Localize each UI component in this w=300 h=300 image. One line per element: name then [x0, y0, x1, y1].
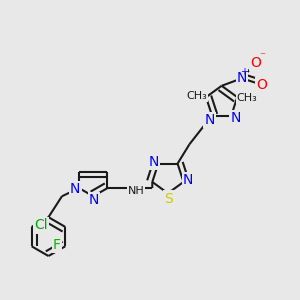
Text: CH₃: CH₃ — [237, 93, 257, 103]
Text: +: + — [241, 67, 248, 77]
Text: N: N — [148, 155, 159, 169]
Text: ⁻: ⁻ — [259, 52, 265, 62]
Text: N: N — [204, 113, 214, 127]
Text: NH: NH — [128, 186, 144, 196]
Text: F: F — [53, 238, 61, 252]
Text: CH₃: CH₃ — [186, 91, 207, 101]
Text: O: O — [250, 56, 261, 70]
Text: O: O — [256, 78, 267, 92]
Text: N: N — [89, 194, 99, 208]
Text: N: N — [70, 182, 80, 196]
Text: Cl: Cl — [34, 218, 47, 233]
Text: N: N — [237, 71, 247, 85]
Text: N: N — [230, 112, 241, 125]
Text: S: S — [164, 191, 173, 206]
Text: N: N — [183, 173, 193, 188]
